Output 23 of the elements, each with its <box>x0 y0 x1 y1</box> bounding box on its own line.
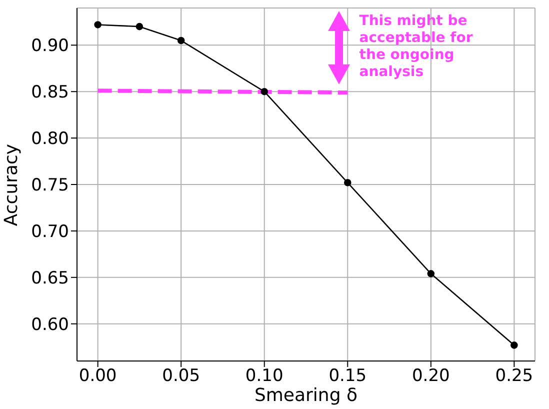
annotation: This might be acceptable for the ongoing analysis <box>359 12 474 81</box>
point <box>510 342 518 349</box>
y-tick-label: 0.60 <box>31 314 69 335</box>
y-tick-label: 0.75 <box>31 176 69 196</box>
x-tick-label: 0.15 <box>328 366 367 386</box>
y-tick-label: 0.80 <box>31 129 69 150</box>
point <box>260 88 268 96</box>
y-tick-label: 0.65 <box>31 268 69 288</box>
point <box>177 36 185 44</box>
point <box>344 178 352 186</box>
y-tick-label: 0.90 <box>31 36 69 56</box>
point <box>136 22 144 30</box>
point <box>427 270 435 278</box>
x-axis-title: Smearing δ <box>253 385 359 407</box>
y-tick-label: 0.70 <box>31 222 69 242</box>
x-tick-label: 0.10 <box>245 366 284 386</box>
x-tick-label: 0.25 <box>495 366 534 386</box>
x-tick-label: 0.20 <box>412 366 450 386</box>
y-tick-label: 0.85 <box>31 82 69 103</box>
x-tick-label: 0.00 <box>78 366 117 386</box>
point <box>94 21 102 28</box>
y-axis-title: Accuracy <box>1 142 23 228</box>
x-tick-label: 0.05 <box>162 366 200 386</box>
